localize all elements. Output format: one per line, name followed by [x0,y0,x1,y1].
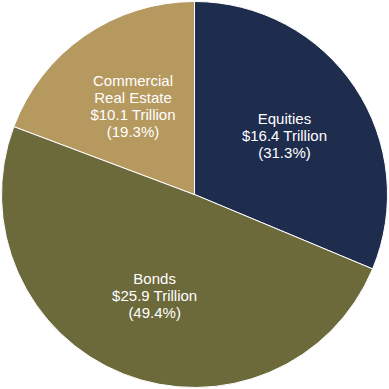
svg-text:Equities$16.4 Trillion(31.3%): Equities$16.4 Trillion(31.3%) [242,109,327,160]
svg-text:Bonds$25.9 Trillion(49.4%): Bonds$25.9 Trillion(49.4%) [112,269,197,320]
svg-text:CommercialReal Estate$10.1 Tri: CommercialReal Estate$10.1 Trillion(19.3… [90,72,175,140]
